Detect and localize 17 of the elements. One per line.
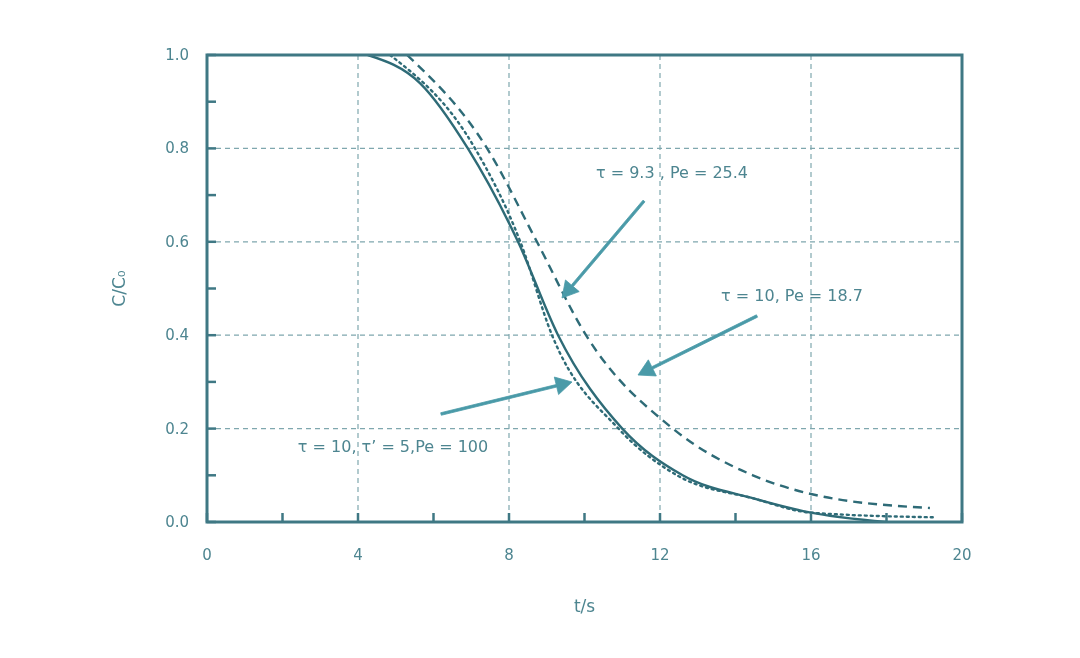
y-tick-label: 0.6 [165,232,189,251]
y-tick-label: 0.4 [165,326,189,345]
annotation: τ = 10, τ’ = 5,Pe = 100 [297,437,489,456]
x-tick-label: 16 [801,546,821,564]
annotation: τ = 10, Pe = 18.7 [721,286,863,305]
x-tick-label: 4 [353,546,363,564]
y-tick-label: 0.0 [165,513,189,531]
x-tick-label: 0 [202,546,212,564]
y-axis-title: C/C₀ [109,270,129,307]
y-tick-label: 1.0 [165,46,189,64]
x-tick-label: 20 [952,546,972,564]
y-tick-label: 0.2 [165,419,189,438]
x-tick-label: 12 [650,546,670,564]
y-tick-label: 0.8 [165,139,189,158]
x-axis-title: t/s [573,596,596,616]
annotation: τ = 9.3 , Pe = 25.4 [595,163,749,182]
x-tick-label: 8 [504,546,514,564]
